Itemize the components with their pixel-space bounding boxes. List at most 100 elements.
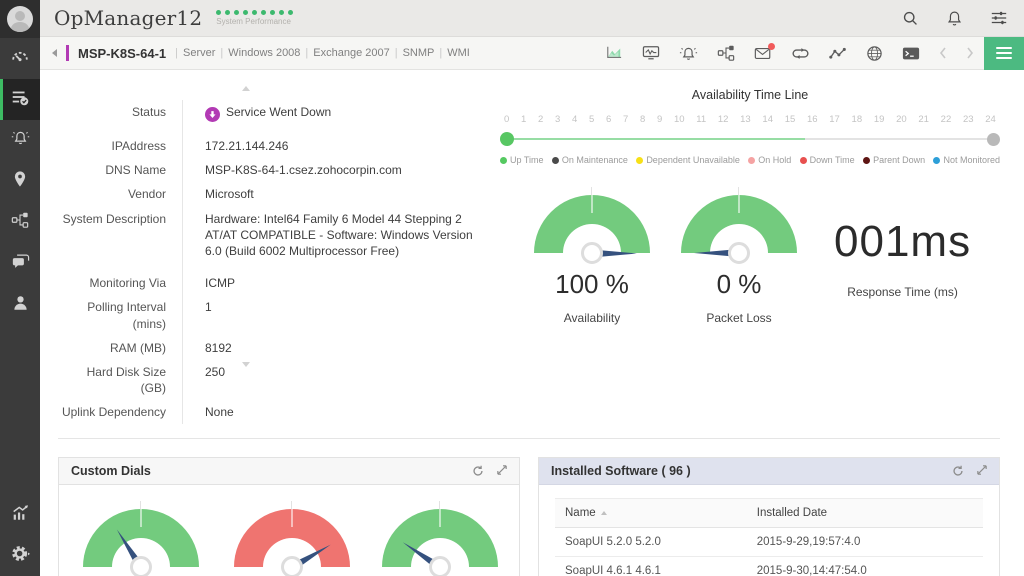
back-chevron-icon[interactable] [52,49,57,57]
column-header-date[interactable]: Installed Date [756,507,828,520]
response-time-block: 001ms Response Time (ms) [834,195,971,299]
cpu-dial-block: 19 % CPU Utilization (SNMP) [380,501,501,576]
expand-icon[interactable] [977,465,987,477]
column-header-name[interactable]: Name [565,507,757,519]
speedometer-icon [10,46,30,71]
chat-icon [11,253,30,275]
gauge-hub [581,242,603,264]
top-header: OpManager12 System Performance [40,0,1024,37]
installed-software-title: Installed Software ( 96 ) [551,464,691,479]
performance-monitor-icon[interactable] [642,45,660,61]
section-divider [58,438,1000,440]
refresh-icon[interactable] [472,465,484,477]
info-row-ram: RAM (MB) 8192 [58,335,500,360]
breadcrumb-item: Windows 2008 [228,47,301,59]
info-row-vendor: Vendor Microsoft [58,182,500,207]
availability-gauge-block: 100 % Availability [514,187,670,325]
refresh-icon[interactable] [952,465,964,477]
info-row-status: Status Service Went Down [58,100,500,126]
sidebar-item-users[interactable] [0,284,40,325]
alarm-bell-icon[interactable] [679,45,698,62]
availability-value: 100 % [555,269,629,299]
network-topology-icon[interactable] [717,44,735,62]
notifications-bell-icon[interactable] [946,10,963,27]
table-row: SoapUI 5.2.0 5.2.0 2015-9-29,19:57:4.0 [555,528,983,558]
gauge-hub [280,556,303,576]
timeline-hours: 0 1 2 3 4 5 6 7 8 9 10 11 12 13 14 15 16 17 18 19 20 21 22 23 24 [504,114,996,125]
topology-icon [11,211,29,234]
settings-sliders-icon[interactable] [990,9,1008,27]
packet-loss-value: 0 % [716,269,762,299]
gear-icon [10,544,31,568]
map-pin-icon [12,170,28,193]
availability-gauge [534,187,650,264]
collapse-up-arrow[interactable] [242,86,250,91]
menu-button[interactable] [984,36,1024,70]
sidebar [0,0,40,576]
custom-dials-header: Custom Dials [59,458,519,486]
custom-dials-panel: Custom Dials [58,457,520,576]
expand-icon[interactable] [497,465,507,477]
system-performance-label: System Performance [216,17,291,26]
info-row-polling: Polling Interval (mins) 1 [58,295,500,336]
timeline-end-dot [987,133,1000,146]
chevron-left-icon[interactable] [939,47,947,59]
terminal-icon[interactable] [902,46,920,61]
sidebar-item-alarms[interactable] [0,120,40,161]
service-down-icon [205,107,220,122]
installed-software-header: Installed Software ( 96 ) [539,458,999,486]
gauge-hub [129,556,152,576]
response-time-label: Response Time (ms) [847,285,958,299]
mail-icon[interactable] [754,42,775,61]
sidebar-item-dashboard[interactable] [0,38,40,79]
app-logo: OpManager12 [54,6,203,30]
globe-icon[interactable] [866,45,883,62]
breadcrumb-item: Exchange 2007 [313,47,390,59]
main-area: OpManager12 System Performance MSP-K8S-6… [40,0,1024,576]
timeline-start-dot [500,132,514,146]
availability-section: Availability Time Line 0 1 2 3 4 5 6 7 8 9 10 11 12 1… [500,84,1000,424]
sidebar-item-maps[interactable] [0,161,40,202]
sidebar-item-settings[interactable] [0,535,40,576]
status-dots [216,10,294,15]
custom-dials-row: 32 % Memory Utilization (SN... 83 % [59,485,519,576]
memory-gauge [82,501,199,576]
timeline-title: Availability Time Line [691,88,809,102]
disk-gauge [233,501,350,576]
timeline-progress [507,138,805,140]
collapse-down-arrow[interactable] [242,362,250,367]
custom-dials-title: Custom Dials [71,464,151,479]
packet-loss-gauge [681,187,797,264]
device-snapshot-content: Status Service Went Down IPAddress 172.2… [40,70,1024,576]
chevron-right-icon[interactable] [966,47,974,59]
alarm-bell-icon [11,129,30,152]
disk-dial-block: 83 % Disk Utilization (SNMP) [232,501,352,576]
user-avatar[interactable] [0,0,40,38]
info-row-dns: DNS Name MSP-K8S-64-1.csez.zohocorpin.co… [58,158,500,183]
person-icon [12,294,29,316]
sidebar-item-reports[interactable] [0,494,40,535]
response-time-value: 001ms [834,217,972,266]
packet-loss-label: Packet Loss [706,311,772,325]
memory-dial-block: 32 % Memory Utilization (SN... [77,501,204,576]
area-chart-icon[interactable] [605,45,623,61]
breadcrumb-item: SNMP [402,47,435,59]
availability-timeline [500,132,1000,146]
info-row-ipaddress: IPAddress 172.21.144.246 [58,126,500,159]
info-row-uplink: Uplink Dependency None [58,400,500,425]
sidebar-item-inventory[interactable] [0,79,40,120]
gauge-hub [429,556,452,576]
search-icon[interactable] [902,10,919,27]
workflow-loop-icon[interactable] [791,47,810,60]
line-chart-icon[interactable] [829,47,847,60]
sidebar-item-topology[interactable] [0,202,40,243]
avatar-image [7,6,33,32]
gauge-hub [728,242,750,264]
table-header: Name Installed Date [555,498,983,529]
logo-status: System Performance [216,10,294,26]
info-row-sysdesc: System Description Hardware: Intel64 Fam… [58,206,500,264]
timeline-legend: Up Time On Maintenance Dependent Unavail… [500,155,1000,165]
sidebar-item-chat[interactable] [0,243,40,284]
table-row: SoapUI 4.6.1 4.6.1 2015-9-30,14:47:54.0 [555,557,983,576]
